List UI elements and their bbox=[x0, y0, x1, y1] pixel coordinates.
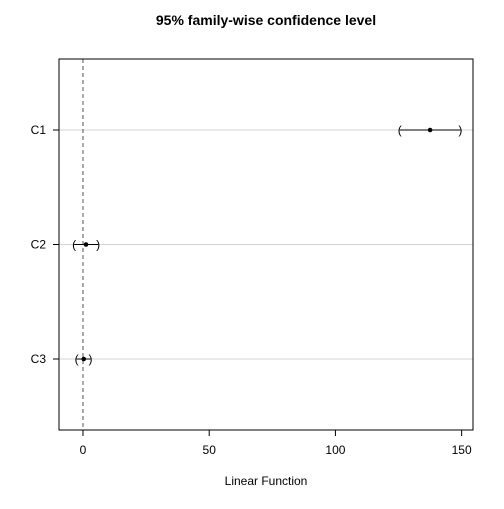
x-axis-label: Linear Function bbox=[225, 474, 308, 488]
category-labels: C1 C2 C3 bbox=[31, 123, 59, 366]
interval-lower-bracket: ( bbox=[72, 238, 76, 252]
plot-frame bbox=[58, 58, 474, 431]
x-tick-label: 50 bbox=[203, 443, 217, 457]
category-label: C2 bbox=[31, 238, 47, 252]
category-label: C3 bbox=[31, 352, 47, 366]
x-axis: 0 50 100 150 bbox=[80, 430, 472, 457]
interval-upper-bracket: ) bbox=[458, 123, 462, 137]
estimate-point bbox=[83, 242, 89, 247]
interval-lower-bracket: ( bbox=[75, 352, 79, 366]
x-tick-label: 0 bbox=[80, 443, 87, 457]
interval-upper-bracket: ) bbox=[96, 238, 100, 252]
confidence-intervals: () () () bbox=[72, 123, 462, 366]
category-label: C1 bbox=[31, 123, 47, 137]
estimate-point bbox=[427, 127, 433, 133]
grid-lines bbox=[59, 129, 473, 360]
x-tick-label: 100 bbox=[325, 443, 345, 457]
interval-lower-bracket: ( bbox=[398, 123, 402, 137]
estimate-point bbox=[81, 356, 87, 362]
interval-upper-bracket: ) bbox=[89, 352, 93, 366]
x-tick-label: 150 bbox=[452, 443, 472, 457]
chart-title: 95% family-wise confidence level bbox=[156, 12, 376, 28]
